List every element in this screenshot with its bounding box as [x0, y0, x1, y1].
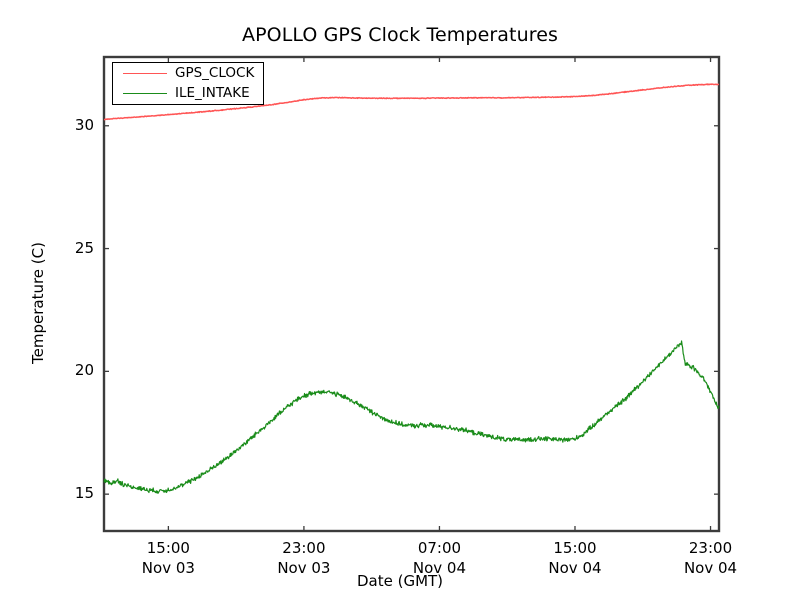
chart-title: APOLLO GPS Clock Temperatures [242, 24, 558, 46]
legend-label-ile-intake: ILE_INTAKE [175, 85, 250, 101]
x-tick-time: 23:00 [282, 539, 326, 557]
x-tick-date: Nov 03 [141, 559, 195, 577]
x-tick-date: Nov 04 [548, 559, 602, 577]
series-line-ile-intake [103, 340, 720, 494]
series-line-gps-clock [103, 83, 720, 121]
y-tick-label: 20 [74, 361, 94, 380]
x-tick-label: 15:00 Nov 04 [520, 539, 630, 577]
x-tick-date: Nov 04 [412, 559, 467, 577]
x-tick-time: 15:00 [553, 539, 597, 557]
axis-ticks [104, 57, 719, 531]
x-tick-time: 07:00 [417, 539, 462, 557]
legend-label-gps-clock: GPS_CLOCK [175, 65, 255, 81]
x-tick-date: Nov 03 [277, 559, 331, 577]
x-axis-label: Date (GMT) [356, 572, 444, 590]
legend-swatch-gps-clock [123, 73, 167, 74]
x-tick-label: 23:00 Nov 03 [249, 539, 359, 577]
y-tick-label: 30 [74, 115, 94, 134]
x-tick-time: 15:00 [146, 539, 190, 557]
chart-legend: GPS_CLOCK ILE_INTAKE [112, 62, 264, 105]
legend-item-ile-intake: ILE_INTAKE [113, 84, 265, 104]
axes-frame [102, 55, 721, 533]
x-tick-label: 15:00 Nov 03 [113, 539, 223, 577]
x-tick-label: 23:00 Nov 04 [656, 539, 766, 577]
x-tick-label: 07:00 Nov 04 [384, 539, 494, 577]
legend-swatch-ile-intake [123, 93, 167, 94]
x-tick-date: Nov 04 [683, 559, 738, 577]
x-tick-time: 23:00 [688, 539, 733, 557]
y-tick-label: 25 [74, 238, 94, 257]
legend-item-gps-clock: GPS_CLOCK [113, 64, 265, 84]
y-tick-label: 15 [74, 484, 94, 503]
data-series-group [103, 83, 720, 494]
